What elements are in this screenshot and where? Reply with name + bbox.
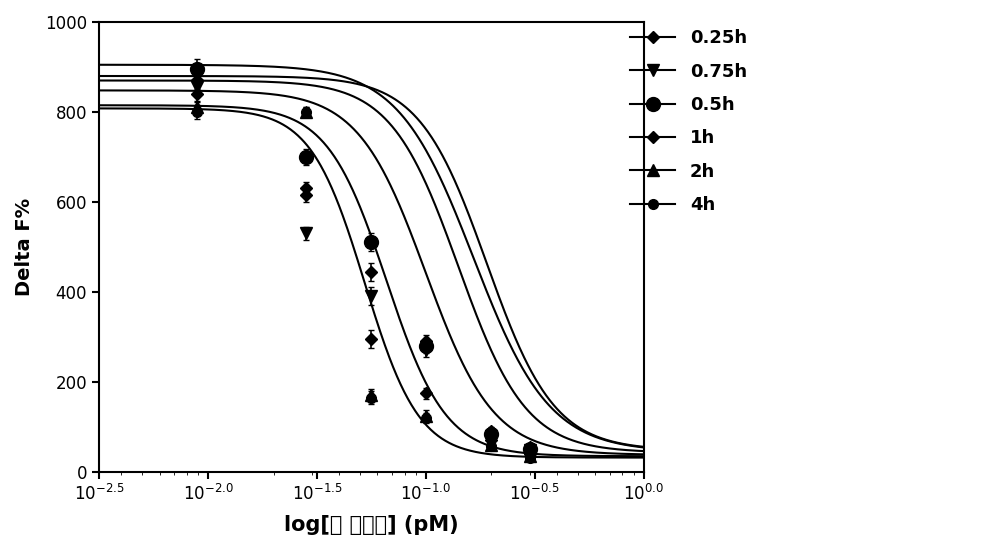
X-axis label: log[芳 香化酶] (pM): log[芳 香化酶] (pM) [284,515,459,535]
Legend: 0.25h, 0.75h, 0.5h, 1h, 2h, 4h: 0.25h, 0.75h, 0.5h, 1h, 2h, 4h [623,22,754,221]
Y-axis label: Delta F%: Delta F% [15,198,34,296]
